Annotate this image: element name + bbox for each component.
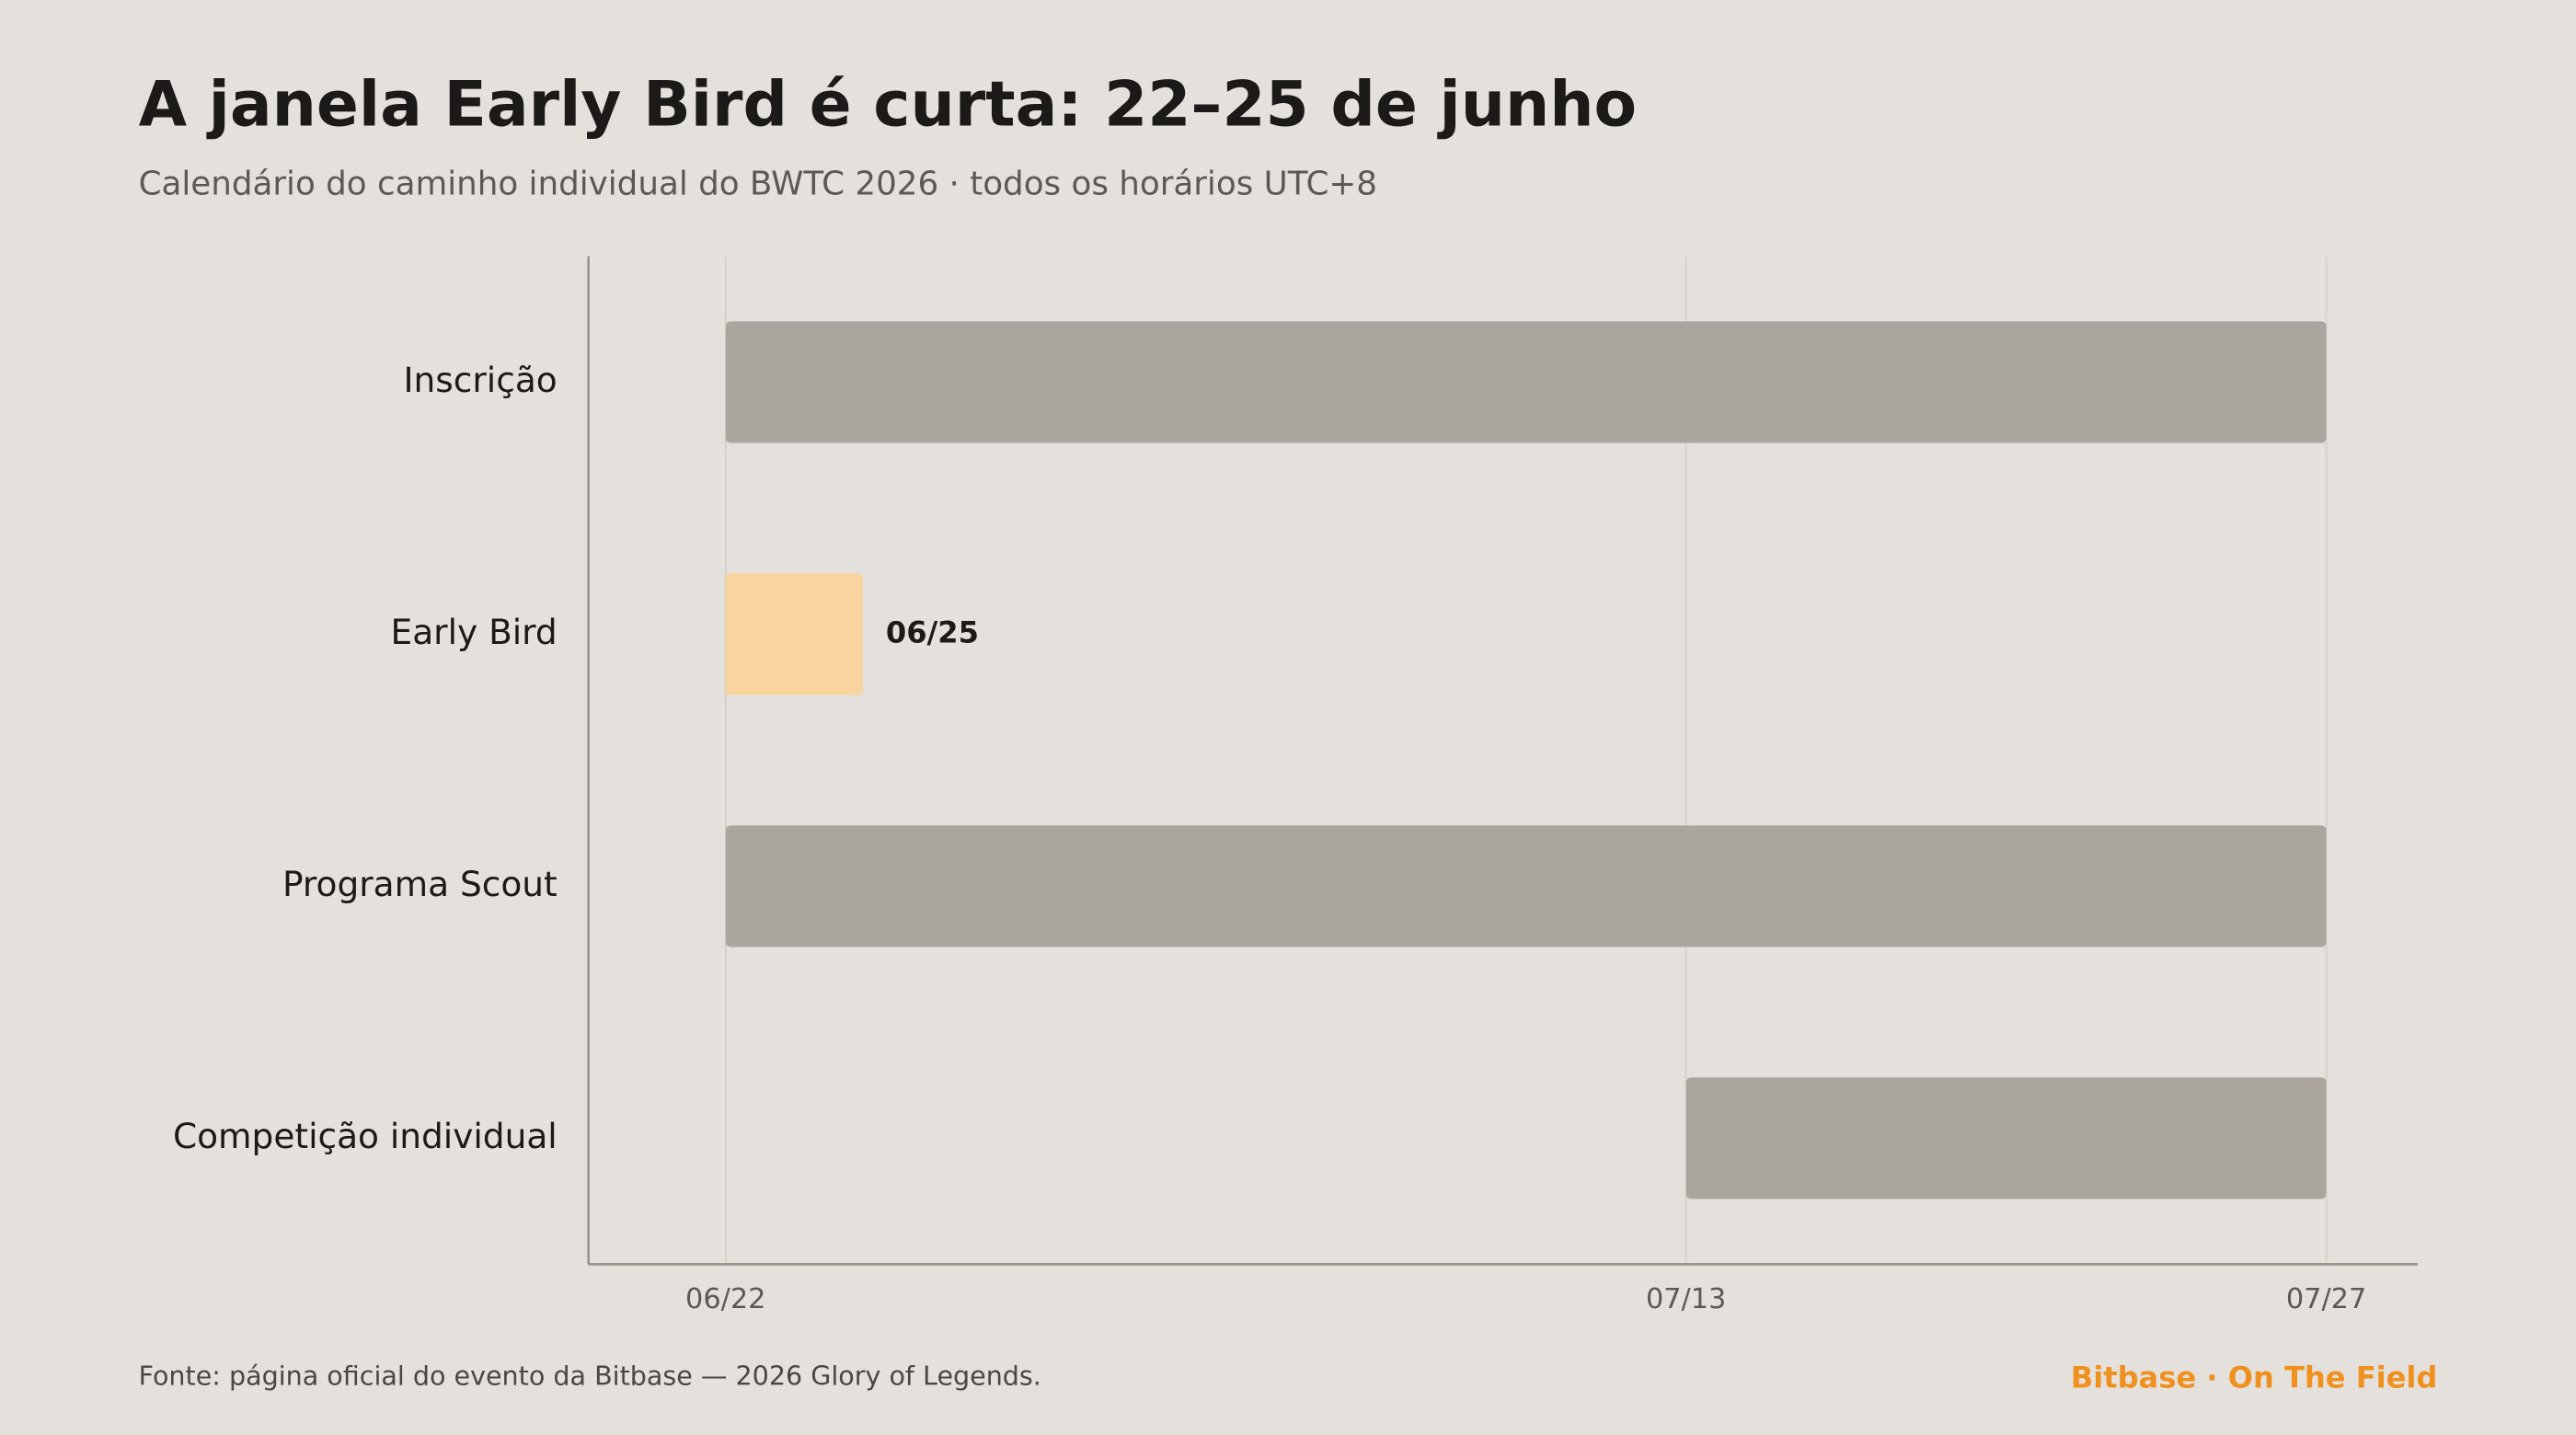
bar bbox=[725, 825, 2327, 947]
chart-subtitle: Calendário do caminho individual do BWTC… bbox=[139, 166, 1377, 203]
x-tick-label: 07/27 bbox=[2286, 1283, 2366, 1315]
chart-title: A janela Early Bird é curta: 22–25 de ju… bbox=[139, 67, 1638, 140]
bar bbox=[725, 573, 863, 695]
y-tick-label: Early Bird bbox=[391, 612, 558, 652]
bar bbox=[725, 321, 2327, 443]
brand: Bitbase · On The Field bbox=[2071, 1360, 2438, 1395]
x-tick-label: 06/22 bbox=[685, 1283, 765, 1315]
y-tick-label: Competição individual bbox=[173, 1116, 558, 1156]
y-tick-label: Inscrição bbox=[403, 360, 557, 400]
data-label: 06/25 bbox=[886, 614, 979, 649]
y-tick-label: Programa Scout bbox=[282, 864, 558, 904]
x-tick-label: 07/13 bbox=[1646, 1283, 1726, 1315]
source-note: Fonte: página oficial do evento da Bitba… bbox=[139, 1360, 1041, 1392]
bar bbox=[1685, 1077, 2327, 1200]
